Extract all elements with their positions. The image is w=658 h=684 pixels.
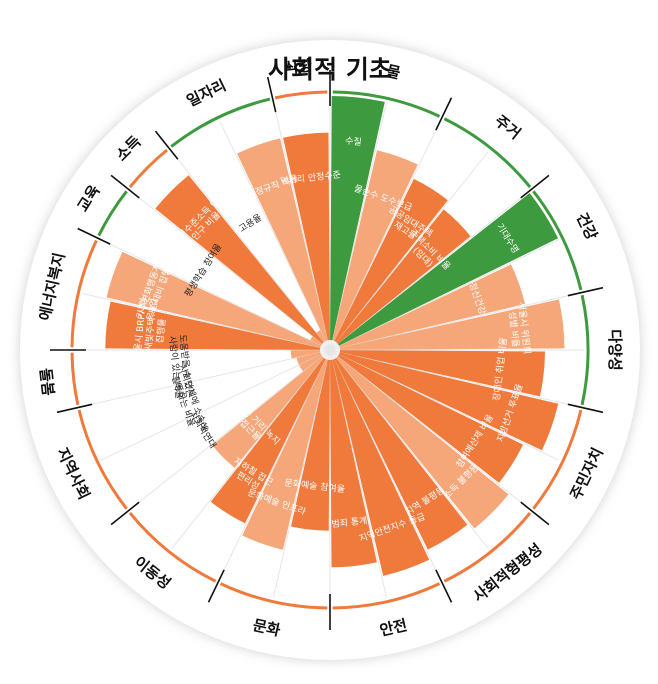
- bar-5-0: [336, 356, 509, 529]
- gridline: [131, 349, 331, 509]
- gridlines: [76, 96, 584, 604]
- gridline: [219, 349, 331, 580]
- bar-9-0: [299, 354, 323, 372]
- dimension-divider: [207, 569, 225, 603]
- bar-4-0: [339, 352, 559, 451]
- boundary-ring: [50, 70, 604, 630]
- gridline: [329, 102, 388, 351]
- gridline: [131, 191, 331, 351]
- bar-0-0: [330, 96, 385, 341]
- bar-11-1: [106, 251, 321, 348]
- gridline: [219, 120, 331, 351]
- chart-title: 사회적 기초: [268, 55, 392, 84]
- dimension-label: 물: [385, 62, 403, 83]
- bar-1-0: [334, 178, 448, 343]
- dimension-divider: [77, 227, 111, 245]
- dimension-label: 문화: [251, 616, 282, 640]
- bar-6-1: [330, 359, 377, 568]
- bar-9-1: [296, 352, 321, 365]
- bar-8-0: [210, 357, 326, 524]
- gridline: [82, 349, 331, 408]
- dimension-divider: [435, 569, 453, 603]
- dimension-divider: [520, 501, 550, 526]
- bar-8-1: [212, 356, 324, 468]
- gridline: [329, 239, 560, 351]
- bar-1-1: [336, 209, 471, 344]
- dimension-divider: [520, 174, 550, 199]
- ring-segment: [443, 512, 532, 583]
- ring-segment: [128, 512, 217, 583]
- ring-segment: [532, 190, 583, 291]
- bar-5-1: [334, 357, 468, 550]
- ring-segment: [332, 90, 441, 118]
- dimension-divider: [110, 174, 140, 199]
- gridline: [329, 349, 489, 549]
- dimension-label: 안전: [378, 616, 409, 640]
- ring-segment: [532, 409, 583, 510]
- bar-2-1: [339, 264, 525, 348]
- gridline: [329, 151, 489, 351]
- ring-segment: [77, 409, 128, 510]
- dimension-divider: [154, 130, 179, 160]
- gridline: [171, 151, 331, 351]
- dimension-label: 식량: [283, 56, 313, 77]
- bar-0-1: [332, 150, 418, 341]
- bar-11-0: [105, 301, 321, 350]
- gridline: [329, 349, 529, 509]
- gridline: [100, 239, 331, 351]
- gridline: [329, 292, 578, 351]
- gridline: [272, 102, 331, 351]
- bar-7-0: [290, 359, 330, 531]
- dimension-divider: [110, 501, 140, 526]
- bar-3-0: [339, 299, 565, 350]
- ring-segment: [580, 294, 590, 406]
- bar-7-1: [242, 359, 328, 550]
- bar-6-0: [332, 359, 430, 576]
- bar-10-0: [290, 350, 321, 359]
- gridline: [171, 349, 331, 549]
- dimension-divider: [266, 76, 277, 113]
- bars: [105, 96, 565, 576]
- dimension-divider: [435, 97, 453, 131]
- gridline: [329, 120, 441, 351]
- bar-2-0: [337, 193, 559, 346]
- gridline: [329, 349, 388, 598]
- dimension-label: 돌봄: [36, 367, 57, 397]
- gridline: [272, 349, 331, 598]
- bar-13-0: [155, 175, 324, 344]
- gridline: [100, 349, 331, 461]
- bar-4-1: [337, 354, 524, 483]
- ring-segment: [443, 117, 532, 188]
- bar-3-1: [339, 350, 545, 397]
- dimension-divider: [567, 286, 604, 297]
- ring-segment: [97, 190, 128, 237]
- gridline: [329, 349, 441, 580]
- bar-15-0: [283, 132, 330, 341]
- ring-segment: [219, 582, 328, 610]
- ring-segment: [170, 97, 271, 148]
- ring-segment: [70, 352, 80, 406]
- ring-segment: [332, 582, 441, 610]
- gridline: [329, 191, 529, 351]
- bar-12-0: [310, 336, 323, 346]
- indicator-label: 수질: [345, 134, 363, 148]
- ring-segment: [274, 90, 328, 100]
- ring-segment: [128, 148, 168, 188]
- bar-14-1: [237, 138, 328, 341]
- gridline: [329, 349, 560, 461]
- dimension-divider: [567, 403, 604, 414]
- dimension-divider: [56, 403, 93, 414]
- gridline: [82, 292, 331, 351]
- bar-14-0: [316, 330, 326, 343]
- dimension-label: 다양성: [606, 329, 624, 370]
- gridline: [329, 349, 578, 408]
- ring-segment: [70, 239, 98, 348]
